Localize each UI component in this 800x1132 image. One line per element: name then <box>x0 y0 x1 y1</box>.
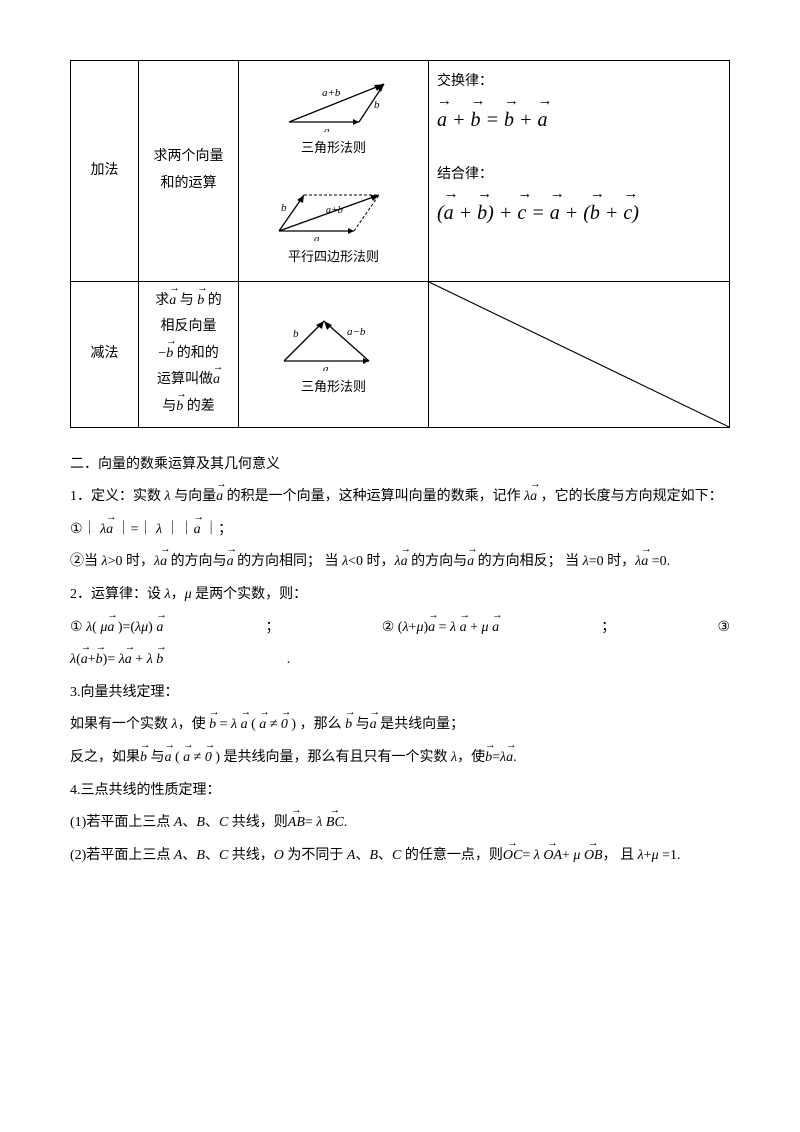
law-eq-3: λ(a+b)= λa + λ b . <box>70 647 730 674</box>
three-point-title: 4.三点共线的性质定理： <box>70 778 730 805</box>
cell-fig-parallelogram: a b a+b 平行四边形法则 <box>239 172 429 281</box>
three-point-1: (1)若平面上三点 A、B、C 共线，则AB= λ BC. <box>70 810 730 837</box>
label-a: a <box>324 125 330 132</box>
table-row: 加法 求两个向量和的运算 a b a+b 三角形法则 交换律 <box>71 61 730 172</box>
commutative-formula: a + b = b + a <box>437 98 721 142</box>
label-a: a <box>323 363 329 371</box>
cell-diagonal <box>429 281 730 427</box>
operations-table: 加法 求两个向量和的运算 a b a+b 三角形法则 交换律 <box>70 60 730 428</box>
law-equations-row: ① λ( μa )=(λμ) a ； ② (λ+μ)a = λ a + μ a … <box>70 615 730 642</box>
laws-intro: 2．运算律：设 λ，μ 是两个实数，则： <box>70 582 730 609</box>
label-a: a <box>314 233 320 241</box>
definition-para: 1．定义：实数 λ 与向量a 的积是一个向量，这种运算叫向量的数乘，记作 λa … <box>70 484 730 511</box>
page: 加法 求两个向量和的运算 a b a+b 三角形法则 交换律 <box>0 0 800 915</box>
section-2-title: 二．向量的数乘运算及其几何意义 <box>70 452 730 479</box>
fig-caption: 三角形法则 <box>301 375 366 400</box>
three-point-2: (2)若平面上三点 A、B、C 共线，O 为不同于 A、B、C 的任意一点，则O… <box>70 843 730 870</box>
cell-fig-triangle-add: a b a+b 三角形法则 <box>239 61 429 172</box>
table-row: 减法 求a 与 b 的 相反向量 −b 的和的 运算叫做a 与b 的差 a b … <box>71 281 730 427</box>
label-b: b <box>293 328 299 340</box>
parallelogram-figure: a b a+b <box>264 183 404 241</box>
label-b: b <box>374 99 380 111</box>
triangle-add-figure: a b a+b <box>274 72 394 132</box>
definition-item-1: ①｜ λa ｜=｜ λ ｜｜a ｜； <box>70 517 730 544</box>
label-ab: a+b <box>326 205 343 216</box>
cell-op-sub: 减法 <box>71 281 139 427</box>
cell-fig-triangle-sub: a b a−b 三角形法则 <box>239 281 429 427</box>
cell-desc-add: 求两个向量和的运算 <box>139 61 239 282</box>
definition-item-2: ②当 λ>0 时，λa 的方向与a 的方向相同； 当 λ<0 时，λa 的方向与… <box>70 549 730 576</box>
collinear-line-2: 反之，如果b 与a ( a ≠ 0 ) 是共线向量，那么有且只有一个实数 λ，使… <box>70 745 730 772</box>
cell-desc-sub: 求a 与 b 的 相反向量 −b 的和的 运算叫做a 与b 的差 <box>139 281 239 427</box>
cell-op-add: 加法 <box>71 61 139 282</box>
label-ab: a+b <box>322 87 341 99</box>
fig-caption: 平行四边形法则 <box>288 245 379 270</box>
label-b: b <box>281 202 287 214</box>
triangle-sub-figure: a b a−b <box>269 309 399 371</box>
collinear-line-1: 如果有一个实数 λ，使 b = λ a ( a ≠ 0 ) ，那么 b 与a 是… <box>70 712 730 739</box>
associative-formula: (a + b) + c = a + (b + c) <box>437 191 721 235</box>
label-amb: a−b <box>347 326 366 338</box>
cell-laws-add: 交换律： a + b = b + a 结合律： (a + b) + c = a … <box>429 61 730 282</box>
fig-caption: 三角形法则 <box>301 136 366 161</box>
collinear-title: 3.向量共线定理： <box>70 680 730 707</box>
